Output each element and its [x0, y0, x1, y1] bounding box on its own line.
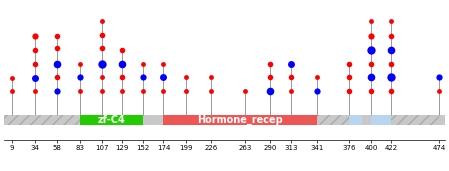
- Bar: [391, 115, 439, 125]
- Bar: [317, 115, 349, 125]
- Text: Hormone_recep: Hormone_recep: [197, 115, 283, 125]
- Bar: [349, 115, 362, 125]
- Bar: [163, 115, 317, 125]
- Text: zf-C4: zf-C4: [97, 115, 125, 125]
- Bar: [4, 115, 445, 125]
- Bar: [4, 115, 80, 125]
- Bar: [80, 115, 143, 125]
- Bar: [371, 115, 391, 125]
